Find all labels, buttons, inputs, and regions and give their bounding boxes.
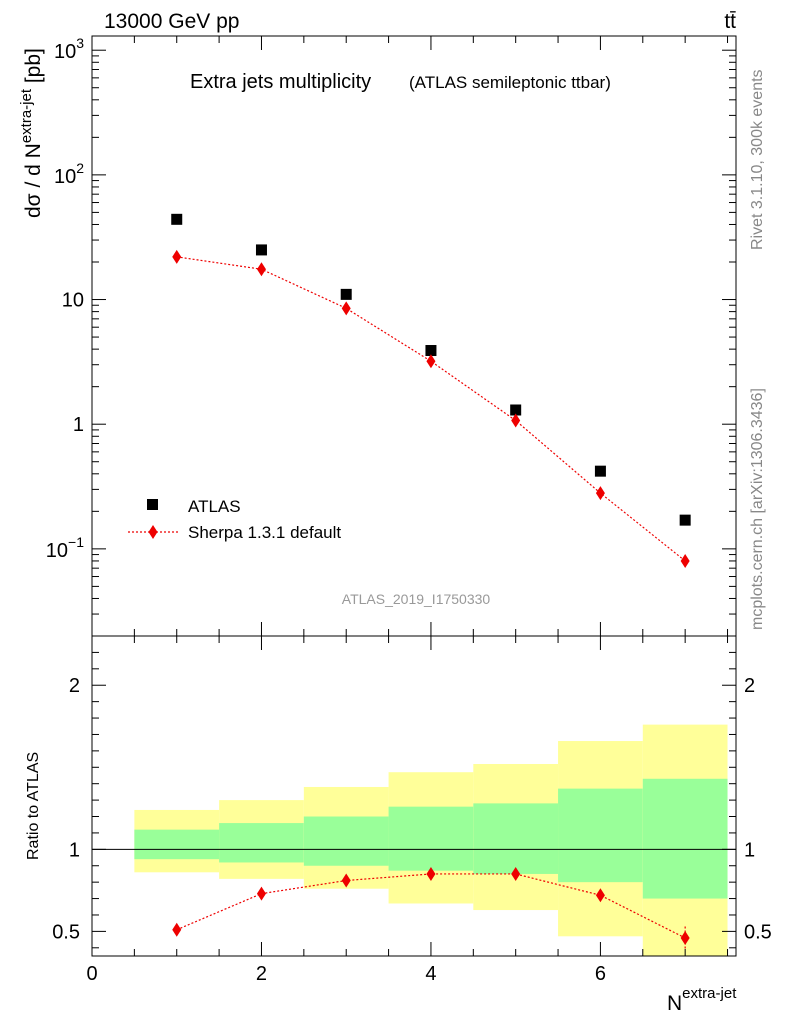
process-label: tt̄ <box>724 10 736 33</box>
rivet-version-label: Rivet 3.1.10, 300k events <box>749 69 766 250</box>
main-data-point <box>255 244 267 256</box>
legend-mc-label: Sherpa 1.3.1 default <box>188 523 341 542</box>
ratio-y-axis-label: Ratio to ATLAS <box>25 752 42 860</box>
ratio-inner-band <box>558 788 643 883</box>
main-plot-frame <box>91 35 737 637</box>
x-tick-label: 2 <box>256 963 267 985</box>
legend-data-label: ATLAS <box>188 497 241 516</box>
main-data-point <box>679 514 691 526</box>
main-y-tick-label: 10−1 <box>46 534 84 562</box>
x-axis: 0 2 4 6 Nextra-jet <box>86 36 737 1015</box>
ratio-mc-point <box>426 866 436 881</box>
main-y-axis-label: dσ / d Nextra-jet [pb] <box>18 48 45 218</box>
main-data-point <box>340 288 352 300</box>
ratio-y-tick-label: 1 <box>69 839 80 861</box>
main-mc-point <box>511 413 521 428</box>
ratio-y-tick-label-right: 2 <box>744 675 755 697</box>
ratio-plot-frame <box>91 635 737 957</box>
ratio-inner-band <box>219 823 304 863</box>
main-mc-point <box>172 249 182 264</box>
x-axis-label: Nextra-jet <box>667 985 737 1015</box>
ratio-y-tick-label: 0.5 <box>52 921 80 943</box>
ratio-inner-band <box>473 803 559 874</box>
legend-data-marker <box>147 499 158 510</box>
x-tick-label: 4 <box>425 963 436 985</box>
ratio-plot: 0.5 0.5 1 1 2 2 Ratio to ATLAS <box>25 635 772 957</box>
legend: ATLAS Sherpa 1.3.1 default <box>128 497 341 542</box>
main-mc-point <box>341 301 351 316</box>
ratio-inner-band <box>388 806 474 871</box>
main-y-tick-label: 102 <box>54 160 84 188</box>
ratio-mc-point <box>256 886 266 901</box>
main-plot: 10−1 1 10 102 103 Extra jets multiplicity (A… <box>18 35 737 637</box>
plot-title: Extra jets multiplicity <box>190 71 371 93</box>
energy-label: 13000 GeV pp <box>104 10 239 33</box>
source-label: mcplots.cern.ch [arXiv:1306.3436] <box>749 388 766 630</box>
ratio-mc-point <box>172 922 182 937</box>
main-mc-point <box>595 486 605 501</box>
main-data-point <box>594 465 606 477</box>
ratio-mc-point <box>341 873 351 888</box>
x-tick-label: 0 <box>86 963 97 985</box>
main-data-point <box>425 345 437 357</box>
main-y-tick-label: 103 <box>54 35 84 63</box>
main-y-tick-label: 10 <box>62 290 84 312</box>
analysis-id: ATLAS_2019_I1750330 <box>342 591 491 607</box>
ratio-mc-point <box>595 888 605 903</box>
ratio-mc-point <box>511 866 521 881</box>
plot-subtitle: (ATLAS semileptonic ttbar) <box>409 73 611 92</box>
main-data-point <box>510 404 522 416</box>
ratio-inner-band <box>303 816 389 866</box>
main-y-tick-label: 1 <box>73 414 84 436</box>
ratio-inner-band <box>642 778 728 899</box>
main-mc-point <box>256 262 266 277</box>
main-mc-point <box>680 553 690 568</box>
main-data-point <box>171 213 183 225</box>
ratio-mc-point <box>680 930 690 945</box>
x-tick-label: 6 <box>595 963 606 985</box>
main-mc-line <box>176 256 686 562</box>
legend-mc-marker <box>148 525 158 539</box>
ratio-y-tick-label-right: 0.5 <box>744 921 772 943</box>
ratio-inner-band <box>134 829 220 860</box>
ratio-y-tick-label: 2 <box>69 675 80 697</box>
ratio-y-tick-label-right: 1 <box>744 839 755 861</box>
main-mc-point <box>426 354 436 369</box>
